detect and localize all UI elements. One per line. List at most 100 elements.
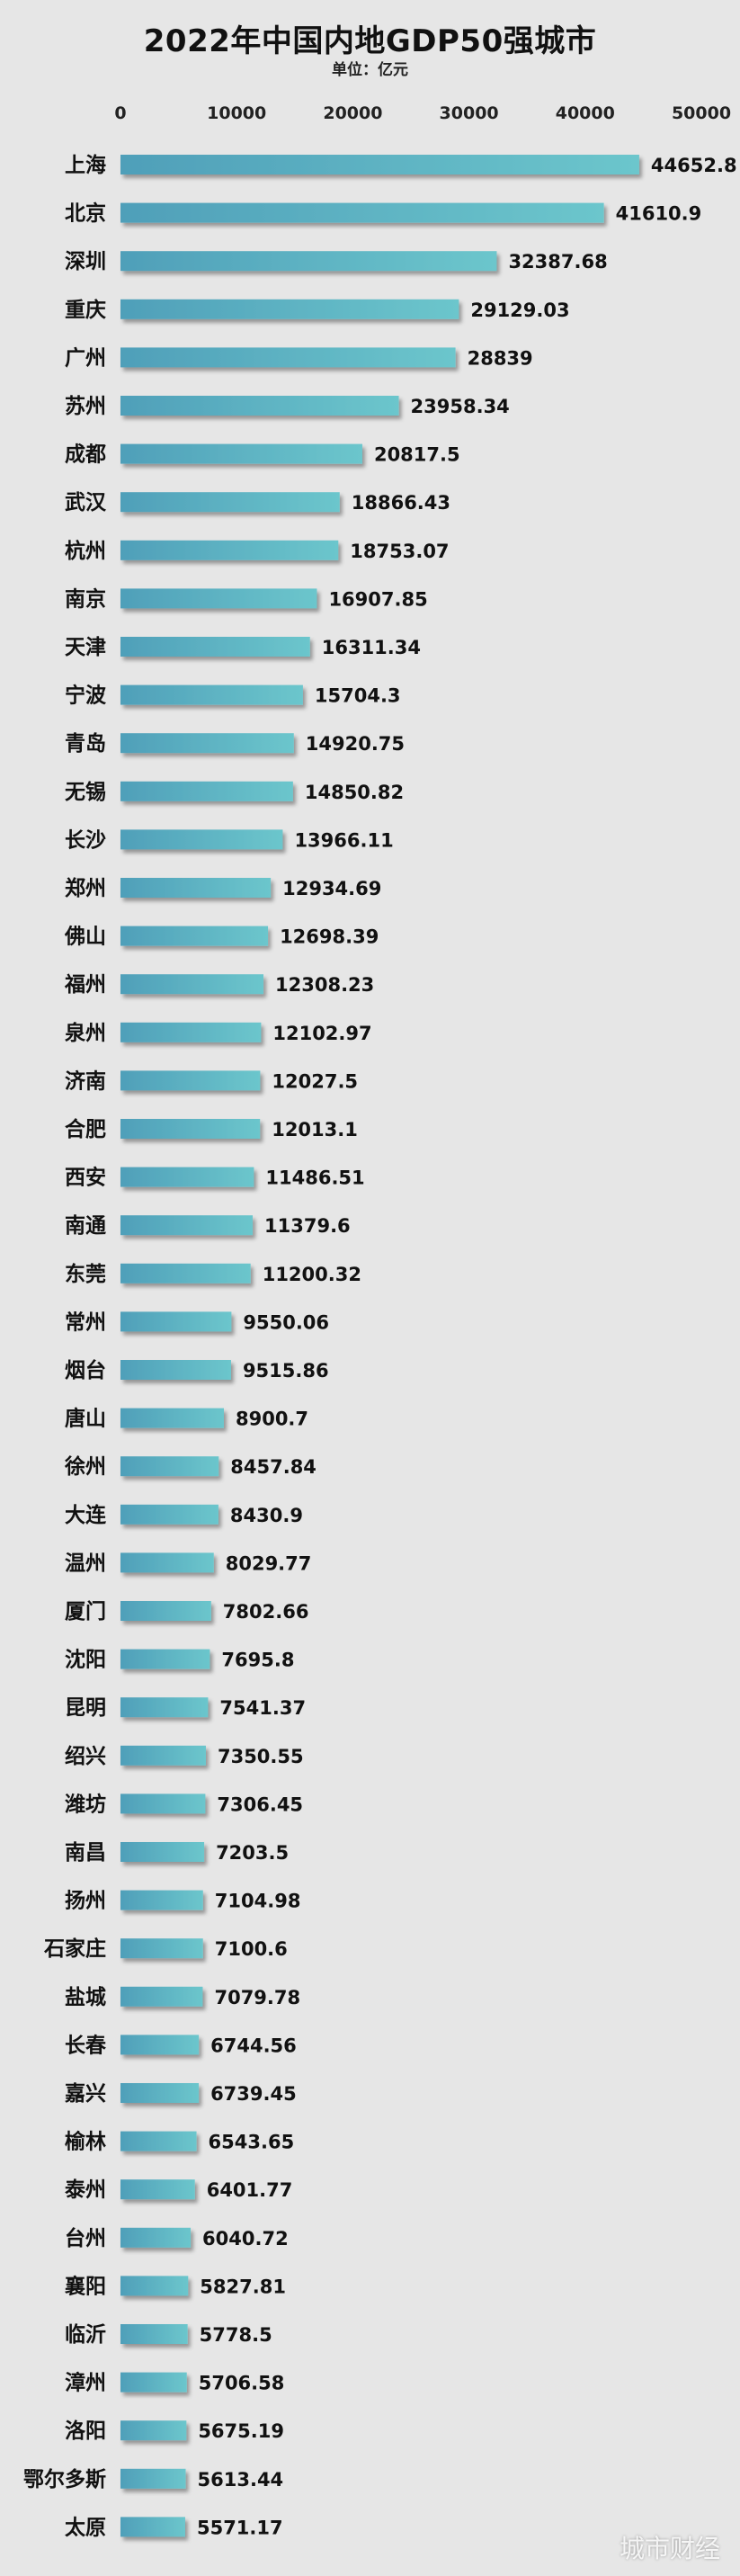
category-label: 杭州 bbox=[65, 539, 106, 563]
value-label: 7104.98 bbox=[215, 1891, 301, 1912]
value-label: 6543.65 bbox=[209, 2132, 295, 2153]
value-label: 6401.77 bbox=[207, 2179, 293, 2201]
bar bbox=[120, 1649, 210, 1669]
bar bbox=[120, 1167, 254, 1187]
value-label: 20817.5 bbox=[374, 444, 460, 466]
category-label: 榆林 bbox=[65, 2130, 106, 2154]
category-label: 南京 bbox=[65, 586, 106, 611]
bar bbox=[120, 1215, 254, 1236]
bar bbox=[120, 1119, 261, 1139]
category-label: 泰州 bbox=[64, 2178, 106, 2202]
chart-unit-subtitle: 单位：亿元 bbox=[332, 61, 408, 79]
bar bbox=[120, 2083, 200, 2103]
value-label: 5778.5 bbox=[200, 2324, 272, 2346]
category-label: 盐城 bbox=[65, 1985, 106, 2009]
category-label: 临沂 bbox=[65, 2322, 106, 2347]
value-label: 44652.8 bbox=[651, 155, 737, 176]
value-labels: 44652.8 41610.9 32387.68 29129.03 28839 23958… bbox=[197, 155, 737, 2538]
bar bbox=[120, 781, 293, 801]
category-label: 温州 bbox=[65, 1552, 106, 1575]
value-label: 16311.34 bbox=[322, 637, 421, 658]
category-label: 郑州 bbox=[65, 877, 106, 900]
category-label: 石家庄 bbox=[43, 1936, 106, 1961]
bar bbox=[120, 926, 269, 946]
x-tick-label: 20000 bbox=[323, 103, 382, 123]
bar bbox=[120, 1601, 211, 1621]
category-label: 福州 bbox=[64, 973, 106, 997]
bar bbox=[120, 974, 264, 995]
value-label: 7541.37 bbox=[219, 1697, 306, 1719]
value-label: 5571.17 bbox=[197, 2517, 283, 2538]
category-label: 洛阳 bbox=[65, 2419, 106, 2443]
category-label: 襄阳 bbox=[64, 2274, 106, 2298]
bar bbox=[120, 878, 272, 898]
bar bbox=[120, 1408, 224, 1428]
category-label: 台州 bbox=[65, 2226, 106, 2250]
bar bbox=[120, 829, 283, 850]
bar bbox=[120, 2035, 200, 2055]
value-label: 41610.9 bbox=[616, 203, 702, 225]
value-label: 8900.7 bbox=[236, 1409, 308, 1430]
x-tick-label: 30000 bbox=[440, 103, 499, 123]
value-label: 11200.32 bbox=[263, 1264, 361, 1285]
bar bbox=[120, 2324, 188, 2344]
value-label: 7306.45 bbox=[217, 1793, 303, 1815]
bar bbox=[120, 2227, 192, 2248]
category-label: 重庆 bbox=[65, 298, 106, 322]
bar bbox=[120, 588, 317, 609]
value-label: 7695.8 bbox=[221, 1650, 294, 1671]
category-label: 昆明 bbox=[65, 1696, 106, 1720]
category-label: 沈阳 bbox=[65, 1649, 106, 1672]
category-label: 北京 bbox=[65, 201, 106, 226]
x-axis-ticks: 0 10000 20000 30000 40000 50000 bbox=[114, 103, 731, 123]
bar bbox=[120, 1986, 203, 2007]
value-label: 12013.1 bbox=[272, 1119, 358, 1140]
bar bbox=[120, 443, 362, 464]
value-label: 18866.43 bbox=[352, 492, 450, 514]
bar bbox=[120, 396, 399, 416]
bar bbox=[120, 2468, 186, 2489]
category-label: 青岛 bbox=[65, 731, 106, 756]
category-label: 佛山 bbox=[64, 926, 106, 949]
category-label: 嘉兴 bbox=[65, 2082, 106, 2106]
bar bbox=[120, 2517, 185, 2537]
value-label: 29129.03 bbox=[470, 300, 569, 321]
value-label: 14920.75 bbox=[306, 733, 405, 755]
value-label: 6040.72 bbox=[202, 2228, 289, 2250]
value-label: 8430.9 bbox=[230, 1505, 303, 1526]
bar bbox=[120, 2179, 195, 2200]
bar bbox=[120, 492, 340, 513]
bar bbox=[120, 1793, 206, 1814]
category-label: 徐州 bbox=[64, 1454, 106, 1479]
bar bbox=[120, 637, 310, 657]
bar bbox=[120, 155, 639, 174]
category-label: 西安 bbox=[65, 1166, 106, 1190]
category-label: 成都 bbox=[65, 443, 106, 467]
value-label: 7203.5 bbox=[216, 1842, 289, 1864]
category-label: 太原 bbox=[65, 2516, 106, 2539]
category-label: 南昌 bbox=[65, 1841, 106, 1865]
value-label: 8029.77 bbox=[226, 1552, 312, 1574]
category-label: 苏州 bbox=[65, 395, 106, 418]
value-label: 14850.82 bbox=[305, 782, 404, 803]
bar bbox=[120, 1311, 232, 1332]
category-label: 合肥 bbox=[65, 1117, 106, 1141]
category-label: 唐山 bbox=[65, 1407, 106, 1431]
value-label: 18753.07 bbox=[350, 541, 449, 562]
value-label: 11379.6 bbox=[264, 1215, 351, 1237]
value-label: 5706.58 bbox=[199, 2373, 285, 2394]
x-tick-label: 10000 bbox=[207, 103, 266, 123]
value-label: 28839 bbox=[468, 347, 533, 369]
value-label: 6739.45 bbox=[210, 2083, 297, 2105]
bar bbox=[120, 1070, 261, 1091]
bar bbox=[120, 2372, 187, 2393]
value-label: 7100.6 bbox=[215, 1938, 288, 1960]
value-label: 12698.39 bbox=[280, 926, 379, 948]
value-label: 32387.68 bbox=[508, 251, 607, 273]
value-label: 7079.78 bbox=[214, 1987, 300, 2008]
value-label: 15704.3 bbox=[315, 685, 401, 707]
bar bbox=[120, 684, 303, 705]
value-label: 6744.56 bbox=[210, 2035, 297, 2056]
value-label: 16907.85 bbox=[328, 588, 427, 610]
